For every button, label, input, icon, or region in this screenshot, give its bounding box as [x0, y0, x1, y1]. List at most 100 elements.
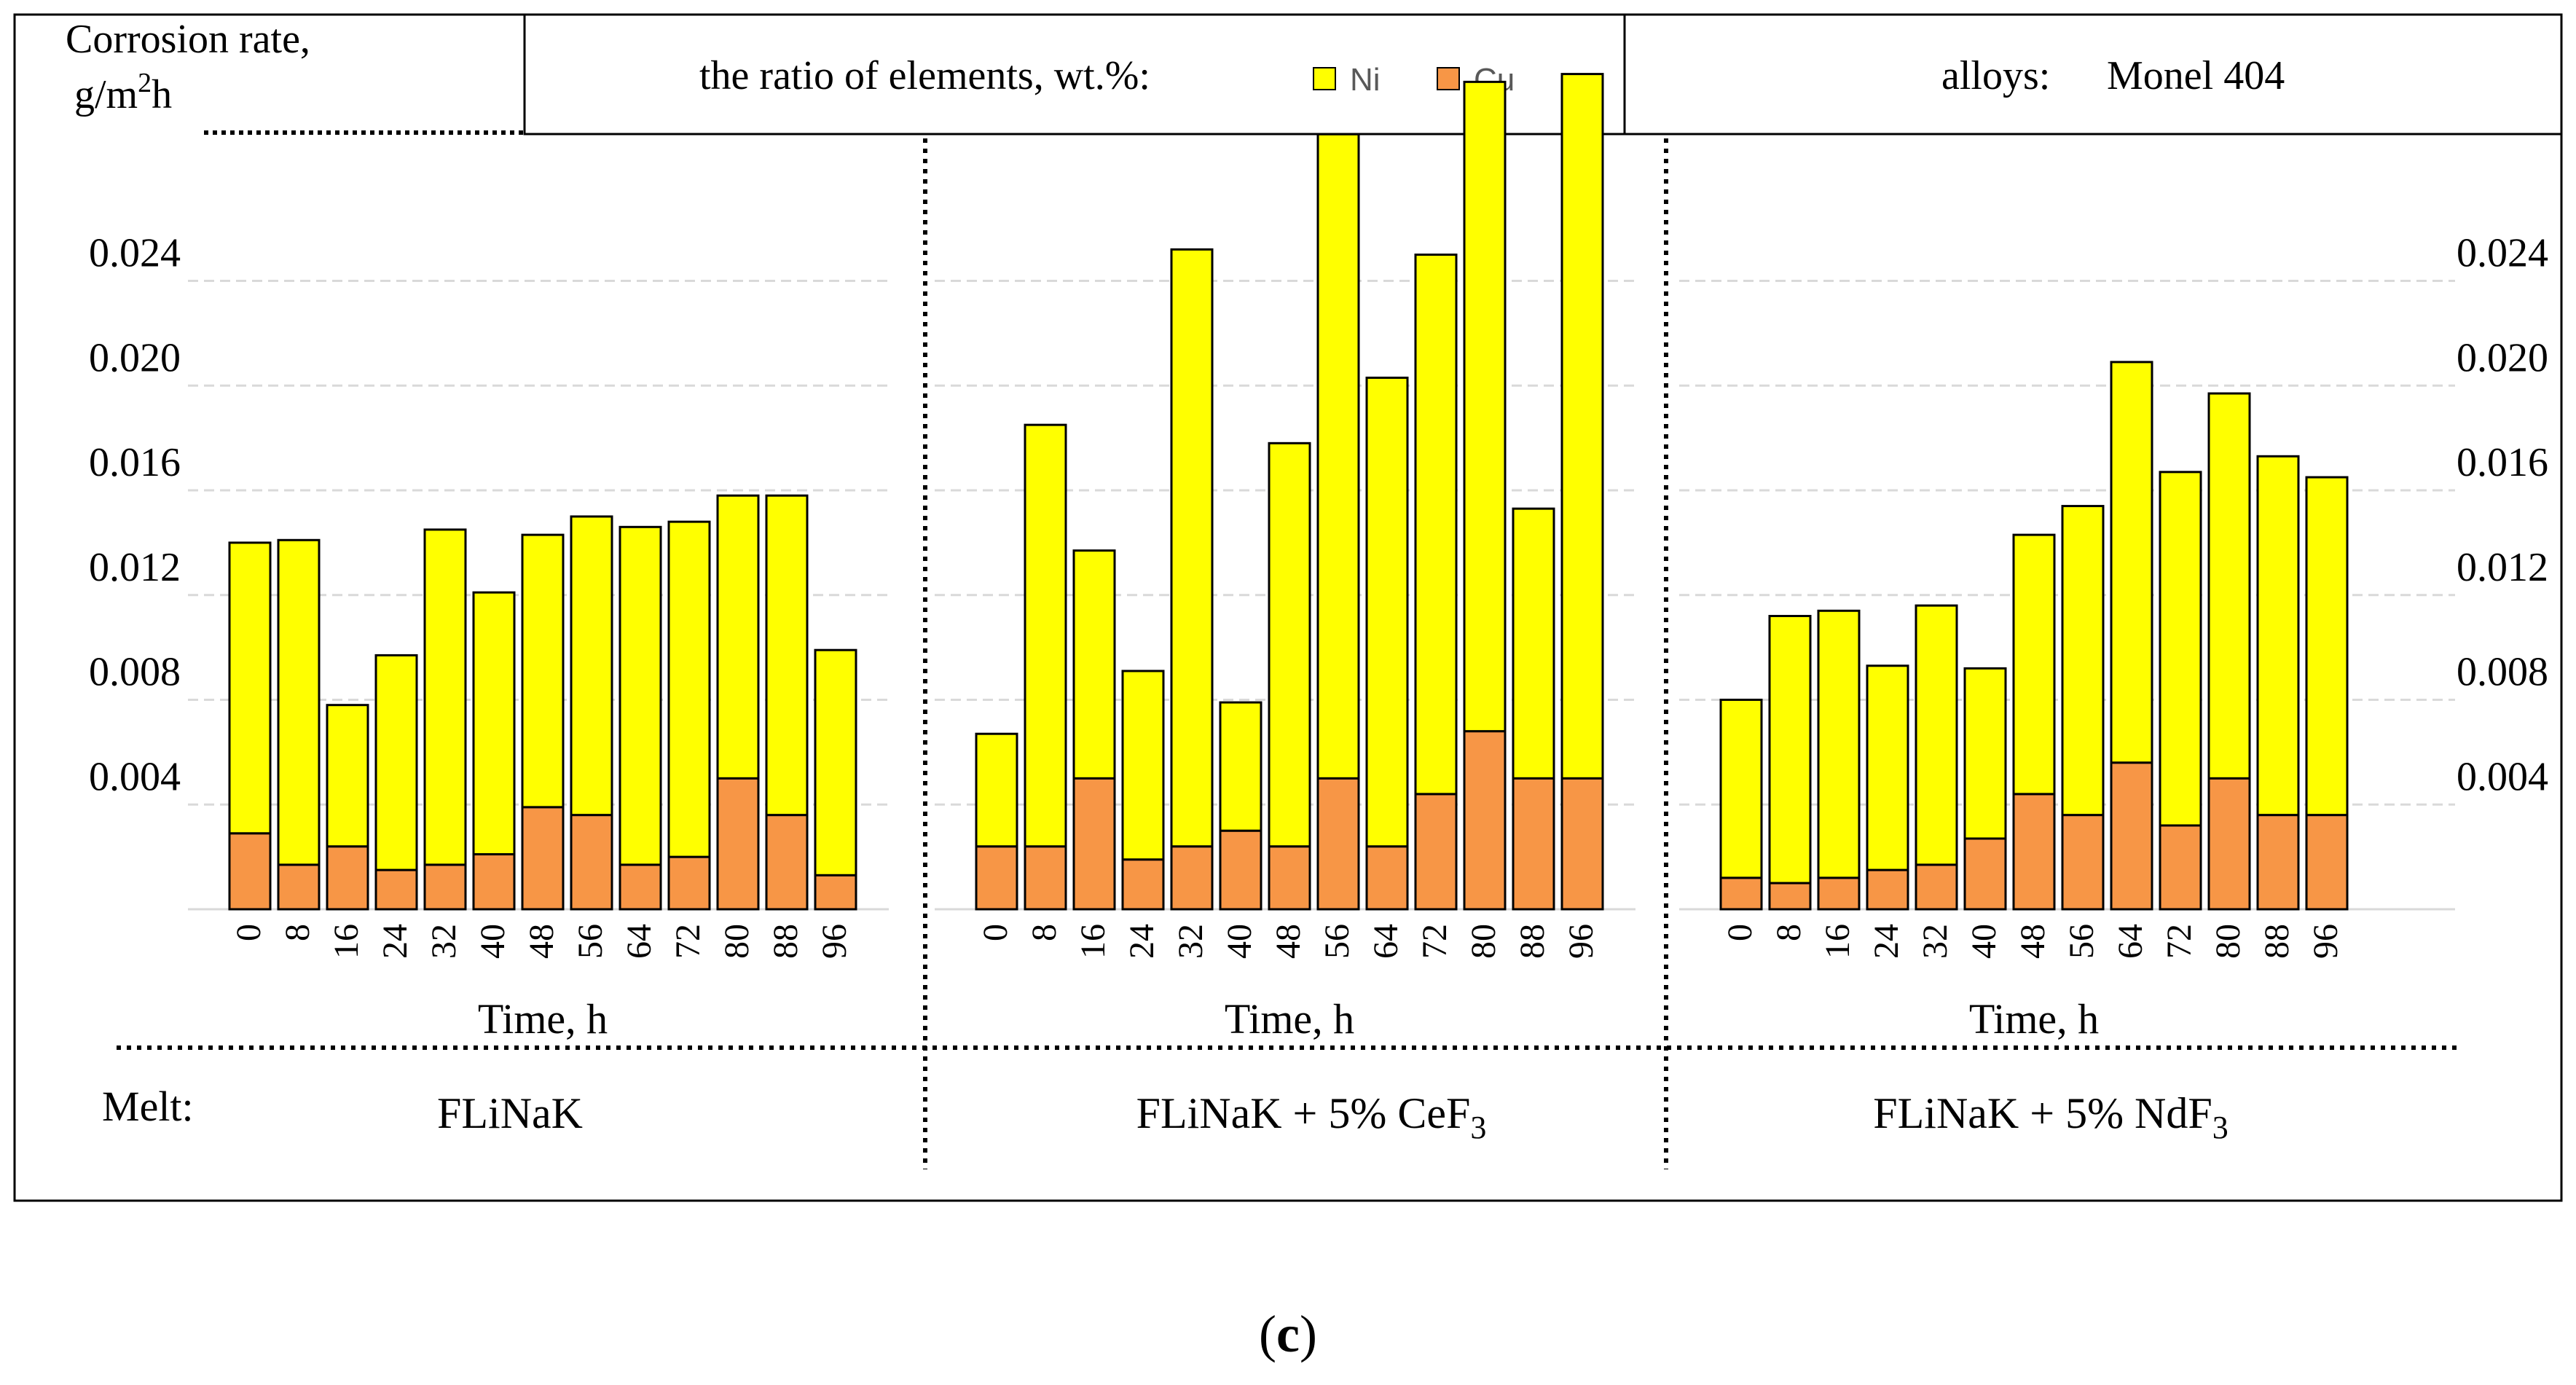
bar-ni: [2012, 533, 2056, 796]
x-tick-label: 48: [2014, 924, 2052, 959]
x-tick-label: 16: [327, 924, 366, 959]
bar-ni: [277, 538, 321, 866]
x-tick-label: 8: [1770, 924, 1808, 941]
y-tick-label: 0.004: [89, 754, 181, 799]
y-tick-label: 0.008: [2457, 650, 2548, 695]
x-tick-label: 96: [815, 924, 854, 959]
bar-cu: [1463, 730, 1507, 911]
bar-cu: [2305, 814, 2349, 911]
x-tick-label: 8: [278, 924, 317, 941]
x-axis-title: Time, h: [478, 995, 608, 1043]
x-tick-label: 88: [766, 924, 805, 959]
bar-ni: [2110, 361, 2153, 764]
bar-cu: [2061, 814, 2105, 911]
bar-cu: [1560, 777, 1604, 911]
bar-cu: [2110, 761, 2153, 911]
x-tick-label: 80: [1464, 924, 1503, 959]
bar-ni: [1219, 701, 1263, 832]
bar-cu: [1915, 863, 1958, 911]
y-tick-label: 0.004: [2457, 754, 2548, 799]
bar-ni: [1024, 423, 1067, 848]
bar-ni: [1121, 670, 1165, 861]
bar-cu: [1719, 876, 1763, 911]
x-tick-label: 0: [976, 924, 1015, 941]
bar-ni: [1719, 699, 1763, 879]
bar-ni: [667, 520, 711, 858]
bar-ni: [1963, 667, 2007, 840]
legend-swatch-cu: [1437, 67, 1460, 90]
y-tick-label: 0.024: [89, 231, 181, 276]
x-tick-label: 80: [2209, 924, 2247, 959]
x-tick-label: 88: [2258, 924, 2296, 959]
x-tick-label: 96: [1562, 924, 1601, 959]
bar-cu: [423, 863, 467, 911]
x-tick-label: 0: [229, 924, 268, 941]
y-tick-label: 0.012: [89, 545, 181, 590]
x-tick-label: 72: [669, 924, 707, 959]
melt-label: Melt:: [102, 1083, 194, 1130]
x-tick-label: 16: [1818, 924, 1857, 959]
bar-cu: [1817, 876, 1861, 911]
bar-cu: [472, 853, 516, 911]
x-axis-title: Time, h: [1969, 995, 2099, 1043]
x-tick-label: 40: [474, 924, 512, 959]
bar-ni: [423, 528, 467, 866]
x-tick-label: 64: [620, 924, 659, 959]
bar-ni: [1170, 248, 1214, 848]
bar-ni: [975, 732, 1018, 848]
chart-panel-1: 0.004 0.008 0.012 0.016 0.020 0.024 0 8 16 24 32 40…: [89, 231, 889, 1137]
y-tick-label: 0.012: [2457, 545, 2548, 590]
x-tick-label: 64: [2111, 924, 2150, 959]
x-tick-label: 72: [2160, 924, 2199, 959]
figure-caption: (c): [1259, 1305, 1317, 1363]
bar-ni: [1768, 615, 1812, 884]
bar-ni: [1512, 507, 1555, 780]
bar-ni: [472, 591, 516, 856]
legend-swatch-ni: [1313, 67, 1336, 90]
x-tick-label: 16: [1074, 924, 1112, 959]
x-tick-label: 48: [522, 924, 561, 959]
alloys-label: alloys:: [1941, 53, 2050, 98]
y-tick-label: 0.020: [2457, 335, 2548, 380]
bar-cu: [570, 814, 613, 911]
bar-ni: [2159, 471, 2202, 827]
bar-cu: [1768, 882, 1812, 911]
melt-composition: FLiNaK + 5% CeF3: [1136, 1089, 1487, 1145]
bar-ni: [521, 533, 565, 809]
melt-composition: FLiNaK: [437, 1089, 583, 1137]
bar-cu: [716, 777, 760, 911]
bar-cu: [277, 863, 321, 911]
x-tick-label: 72: [1415, 924, 1454, 959]
y-tick-label: 0.020: [89, 335, 181, 380]
y-axis-title-line1: Corrosion rate,: [66, 17, 310, 62]
x-tick-label: 40: [1965, 924, 2003, 959]
bar-ni: [2207, 392, 2251, 780]
header-alloy-box: [1623, 13, 2563, 136]
bar-ni: [228, 541, 272, 835]
bar-cu: [1316, 777, 1360, 911]
bar-ni: [1463, 80, 1507, 733]
bar-ni: [1560, 73, 1604, 780]
x-tick-label: 96: [2306, 924, 2345, 959]
bar-ni: [1817, 609, 1861, 879]
y-tick-label: 0.008: [89, 650, 181, 695]
x-tick-label: 32: [1916, 924, 1955, 959]
bar-cu: [1219, 829, 1263, 911]
bar-ni: [619, 525, 662, 866]
y-axis-title-line2: g/m2h: [74, 68, 172, 117]
bar-ni: [1072, 549, 1116, 780]
bar-cu: [1414, 793, 1458, 911]
bar-ni: [326, 704, 369, 848]
x-tick-label: 64: [1367, 924, 1405, 959]
ratio-label: the ratio of elements, wt.%:: [699, 53, 1150, 98]
bar-ni: [1866, 664, 1909, 871]
bar-ni: [374, 654, 418, 871]
bar-cu: [1963, 837, 2007, 911]
caption-letter: c: [1276, 1305, 1300, 1363]
bar-cu: [1170, 845, 1214, 911]
bar-ni: [1268, 442, 1311, 848]
bar-ni: [1365, 376, 1409, 848]
y-tick-label: 0.016: [2457, 440, 2548, 485]
